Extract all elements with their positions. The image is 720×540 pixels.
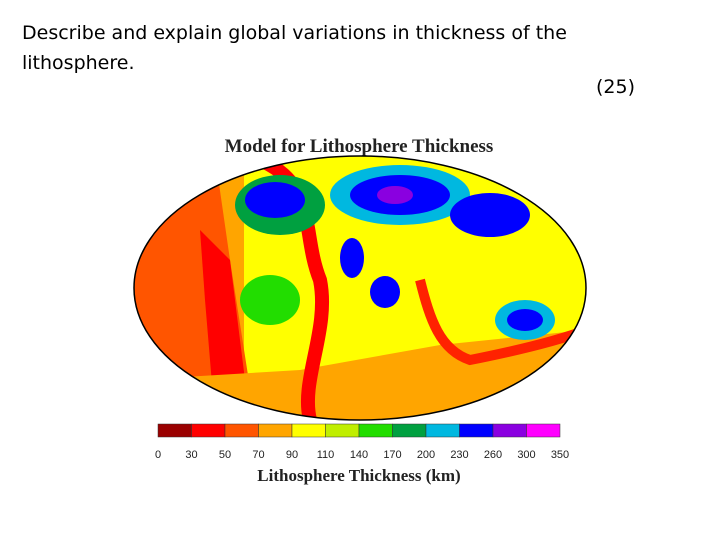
colorbar-segment bbox=[459, 423, 494, 438]
colorbar-tick-label: 350 bbox=[551, 449, 569, 461]
colorbar-segment bbox=[392, 423, 427, 438]
question-marks: (25) bbox=[596, 76, 636, 98]
colorbar-segment bbox=[425, 423, 460, 438]
colorbar-tick-label: 0 bbox=[155, 449, 161, 461]
colorbar-tick-label: 230 bbox=[450, 449, 468, 461]
colorbar-tick-label: 200 bbox=[417, 449, 435, 461]
question-text: Describe and explain global variations i… bbox=[22, 22, 567, 74]
colorbar-tick-label: 300 bbox=[517, 449, 535, 461]
colorbar-segment bbox=[191, 423, 226, 438]
colorbar-tick-label: 70 bbox=[252, 449, 264, 461]
colorbar-segment bbox=[325, 423, 360, 438]
colorbar-tick-label: 50 bbox=[219, 449, 231, 461]
colorbar: 0 30 50 70 90 110 140 170 200 230 260 300 350 bbox=[155, 423, 569, 461]
colorbar-segment bbox=[157, 423, 192, 438]
colorbar-tick-label: 170 bbox=[383, 449, 401, 461]
colorbar-tick-label: 140 bbox=[350, 449, 368, 461]
colorbar-segment bbox=[224, 423, 259, 438]
colorbar-tick-label: 90 bbox=[286, 449, 298, 461]
map bbox=[134, 156, 586, 420]
colorbar-tick-label: 30 bbox=[185, 449, 197, 461]
colorbar-segment bbox=[492, 423, 527, 438]
colorbar-tick-label: 110 bbox=[317, 449, 335, 461]
colorbar-segment bbox=[258, 423, 293, 438]
colorbar-tick-label: 260 bbox=[484, 449, 502, 461]
colorbar-label: Lithosphere Thickness (km) bbox=[257, 466, 460, 485]
figure-title: Model for Lithosphere Thickness bbox=[225, 136, 494, 157]
colorbar-segment bbox=[526, 423, 561, 438]
colorbar-segment bbox=[291, 423, 326, 438]
colorbar-segment bbox=[358, 423, 393, 438]
